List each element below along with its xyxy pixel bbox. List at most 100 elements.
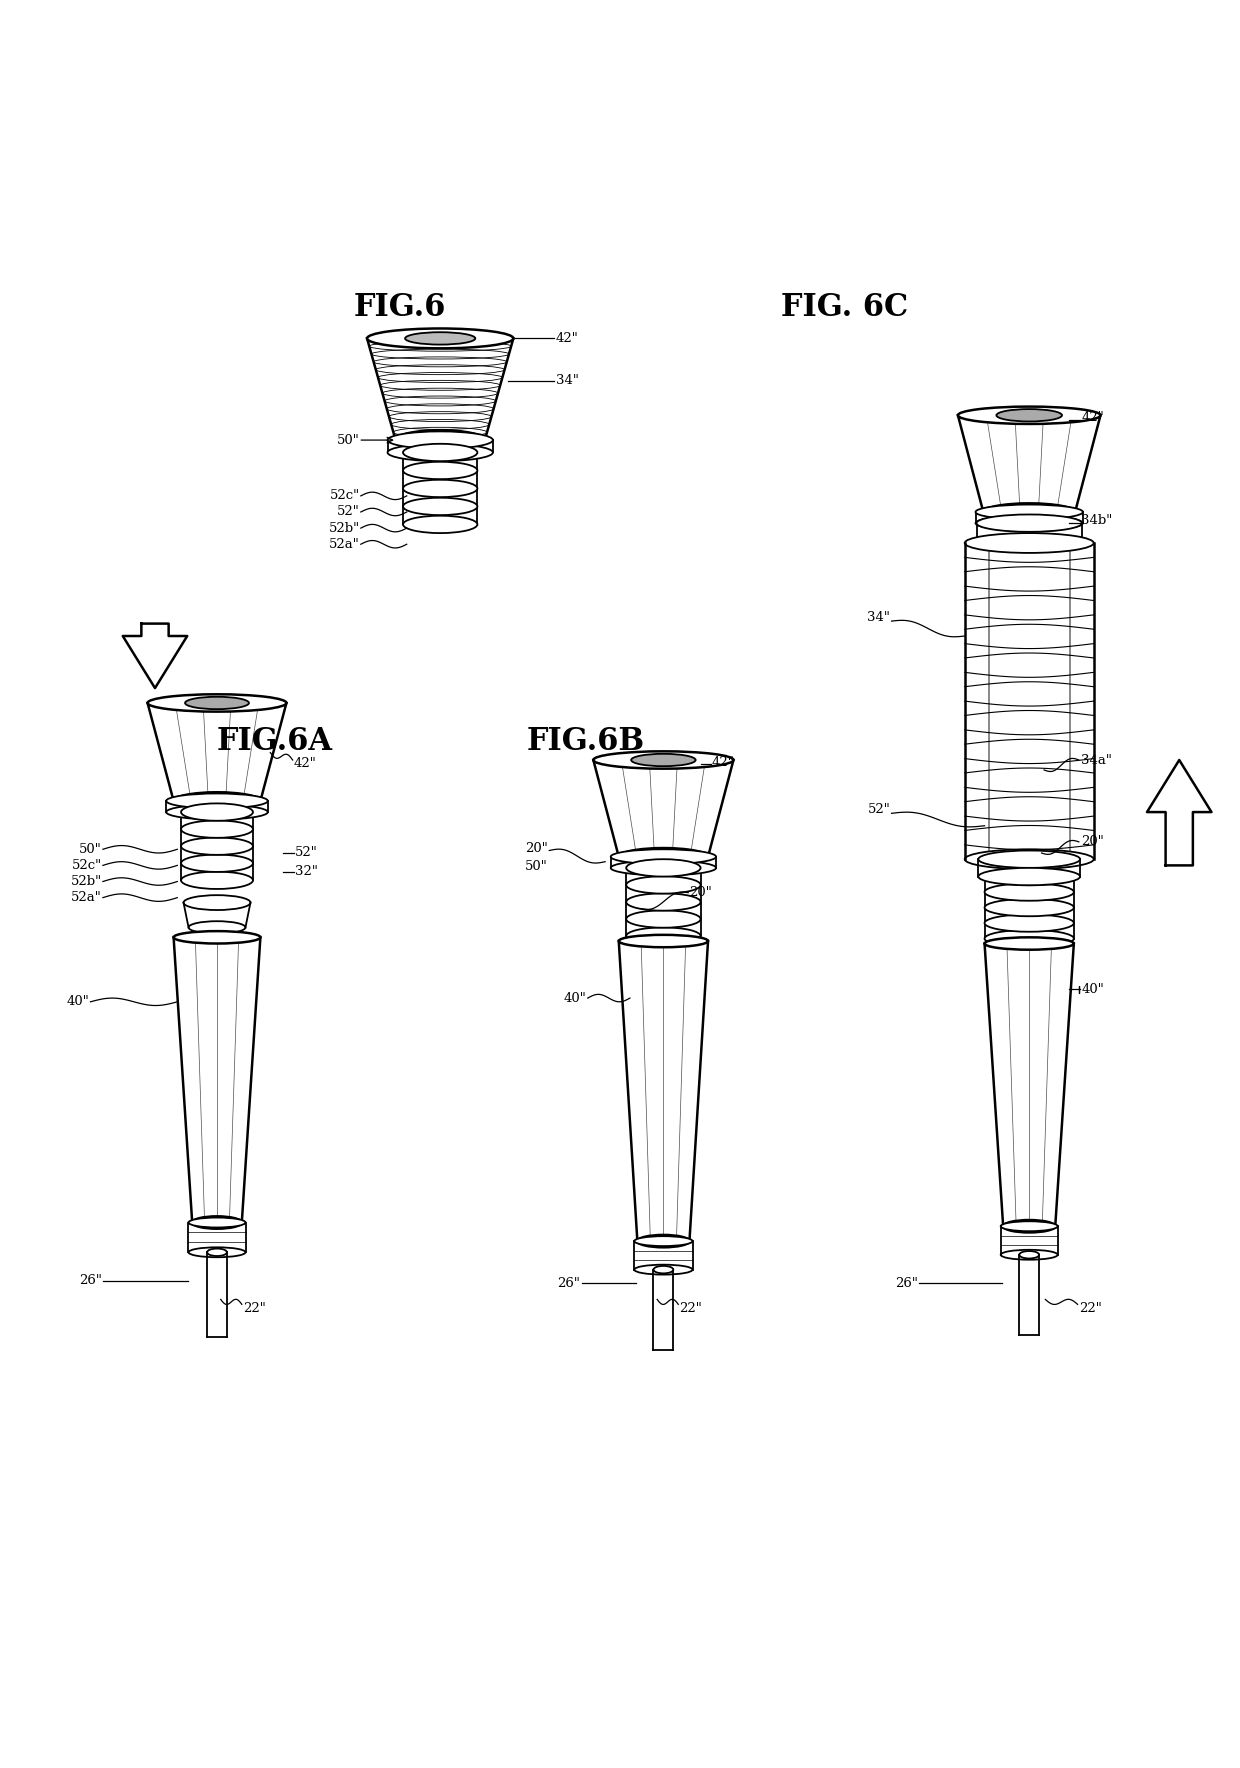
Text: 34a": 34a" <box>1081 753 1112 767</box>
Polygon shape <box>985 944 1074 1227</box>
Text: 52b": 52b" <box>71 875 102 888</box>
Ellipse shape <box>631 753 696 766</box>
Text: 22": 22" <box>680 1301 702 1315</box>
Text: 20": 20" <box>689 886 712 900</box>
Ellipse shape <box>635 1264 693 1275</box>
Polygon shape <box>965 543 1094 859</box>
Ellipse shape <box>192 1216 242 1229</box>
Ellipse shape <box>637 1234 689 1246</box>
Ellipse shape <box>619 935 708 948</box>
Ellipse shape <box>978 868 1080 886</box>
Ellipse shape <box>1019 1252 1039 1259</box>
Text: 26": 26" <box>895 1276 918 1291</box>
Text: 40": 40" <box>1081 983 1104 995</box>
Ellipse shape <box>181 838 253 856</box>
Text: 52": 52" <box>868 803 890 817</box>
Ellipse shape <box>166 804 268 820</box>
Ellipse shape <box>977 534 1081 552</box>
Ellipse shape <box>976 504 1083 520</box>
Ellipse shape <box>388 444 492 461</box>
Ellipse shape <box>985 930 1074 948</box>
Text: 26": 26" <box>79 1275 102 1287</box>
Text: 32": 32" <box>295 865 317 879</box>
Ellipse shape <box>976 516 1083 530</box>
Ellipse shape <box>978 850 1080 868</box>
Ellipse shape <box>174 932 260 944</box>
Text: FIG.6: FIG.6 <box>353 292 445 324</box>
Ellipse shape <box>405 332 475 345</box>
Ellipse shape <box>166 794 268 808</box>
Polygon shape <box>957 415 1101 513</box>
Polygon shape <box>619 941 708 1241</box>
Ellipse shape <box>594 751 734 769</box>
Ellipse shape <box>184 895 250 911</box>
Ellipse shape <box>626 928 701 944</box>
Ellipse shape <box>181 820 253 838</box>
Polygon shape <box>148 704 286 801</box>
Ellipse shape <box>611 849 715 865</box>
Text: 52a": 52a" <box>329 537 360 552</box>
Text: FIG.6A: FIG.6A <box>217 727 334 757</box>
Ellipse shape <box>985 898 1074 916</box>
Ellipse shape <box>185 697 249 709</box>
Ellipse shape <box>396 430 485 451</box>
Text: FIG.6B: FIG.6B <box>527 727 645 757</box>
Text: 50": 50" <box>79 843 102 856</box>
Ellipse shape <box>653 1266 673 1273</box>
Ellipse shape <box>985 884 1074 900</box>
Ellipse shape <box>985 868 1074 886</box>
Ellipse shape <box>367 329 513 348</box>
Polygon shape <box>123 624 187 688</box>
Ellipse shape <box>1003 1220 1055 1232</box>
Text: 52": 52" <box>337 506 360 518</box>
Ellipse shape <box>403 461 477 479</box>
Polygon shape <box>1147 760 1211 865</box>
Text: 52b": 52b" <box>329 522 360 534</box>
Text: 40": 40" <box>67 995 89 1008</box>
Text: 42": 42" <box>294 757 316 771</box>
Text: 42": 42" <box>1081 412 1104 424</box>
Text: 42": 42" <box>556 332 578 345</box>
Ellipse shape <box>985 914 1074 932</box>
Text: 22": 22" <box>243 1301 265 1315</box>
Ellipse shape <box>985 937 1074 949</box>
Ellipse shape <box>1001 1222 1058 1231</box>
Ellipse shape <box>403 479 477 497</box>
Ellipse shape <box>1001 1250 1058 1261</box>
Ellipse shape <box>997 408 1061 421</box>
Ellipse shape <box>403 444 477 461</box>
Text: FIG. 6C: FIG. 6C <box>781 292 909 324</box>
Ellipse shape <box>977 514 1081 532</box>
Text: 20": 20" <box>1081 834 1104 849</box>
Polygon shape <box>367 338 513 440</box>
Ellipse shape <box>635 1236 693 1246</box>
Text: 42": 42" <box>712 757 734 769</box>
Text: 20": 20" <box>526 842 548 854</box>
Ellipse shape <box>188 1218 246 1227</box>
Text: 50": 50" <box>526 861 548 873</box>
Ellipse shape <box>611 861 715 875</box>
Text: 50": 50" <box>337 433 360 447</box>
Text: 34b": 34b" <box>1081 514 1112 527</box>
Text: 22": 22" <box>1079 1301 1101 1315</box>
Polygon shape <box>174 937 260 1222</box>
Text: 40": 40" <box>564 992 587 1004</box>
Text: 34": 34" <box>868 612 890 624</box>
Ellipse shape <box>188 1246 246 1257</box>
Ellipse shape <box>959 407 1101 424</box>
Ellipse shape <box>626 877 701 893</box>
Text: 52": 52" <box>295 847 317 859</box>
Ellipse shape <box>388 431 492 449</box>
Ellipse shape <box>174 792 260 810</box>
Ellipse shape <box>965 534 1094 553</box>
Text: 52c": 52c" <box>72 859 102 872</box>
Ellipse shape <box>626 911 701 928</box>
Ellipse shape <box>619 849 708 865</box>
Ellipse shape <box>626 859 701 877</box>
Ellipse shape <box>403 499 477 514</box>
Ellipse shape <box>965 849 1094 870</box>
Text: 52c": 52c" <box>330 490 360 502</box>
Ellipse shape <box>181 872 253 889</box>
Ellipse shape <box>626 893 701 911</box>
Text: 26": 26" <box>558 1276 580 1291</box>
